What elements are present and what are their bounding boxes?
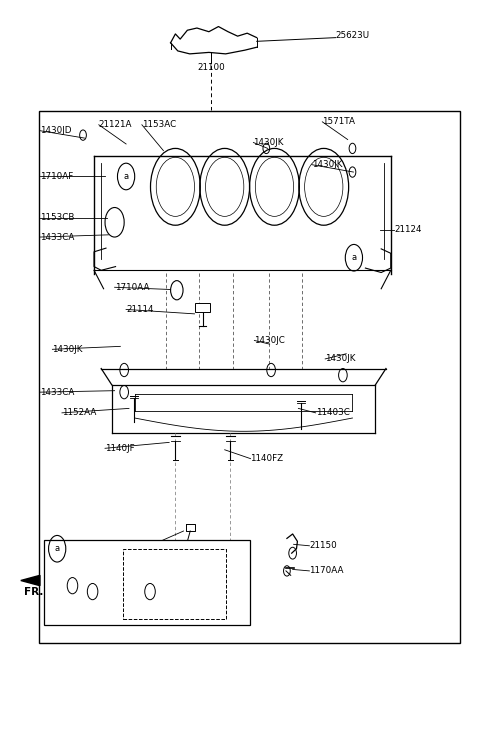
Text: 1140JF: 1140JF bbox=[105, 444, 135, 453]
Text: 1433CA: 1433CA bbox=[40, 388, 74, 397]
Bar bbox=[44, 540, 250, 625]
Text: 1153CB: 1153CB bbox=[40, 213, 74, 222]
Text: (ALT.): (ALT.) bbox=[129, 548, 151, 558]
Text: 21121A: 21121A bbox=[99, 121, 132, 130]
Text: 1430JC: 1430JC bbox=[254, 336, 285, 345]
Text: 1430JK: 1430JK bbox=[312, 160, 342, 169]
Text: 1751GI: 1751GI bbox=[69, 566, 99, 576]
Bar bbox=[195, 303, 210, 312]
Polygon shape bbox=[21, 575, 40, 585]
Text: a: a bbox=[351, 253, 357, 262]
Text: 1430JD: 1430JD bbox=[40, 127, 72, 135]
Text: 1430JK: 1430JK bbox=[325, 354, 356, 363]
Text: 1170AA: 1170AA bbox=[310, 566, 344, 576]
Text: a: a bbox=[55, 544, 60, 554]
Text: 1140HG: 1140HG bbox=[150, 541, 186, 551]
Text: FR.: FR. bbox=[24, 587, 43, 596]
Text: 21150: 21150 bbox=[310, 541, 337, 551]
Text: 21100: 21100 bbox=[197, 63, 225, 72]
Text: 1153AC: 1153AC bbox=[142, 121, 176, 130]
Text: 1430JK: 1430JK bbox=[253, 138, 284, 147]
Text: a: a bbox=[123, 172, 129, 181]
Text: 1433CA: 1433CA bbox=[40, 232, 74, 241]
Text: 1430JK: 1430JK bbox=[52, 345, 83, 354]
Text: 1571TA: 1571TA bbox=[323, 118, 355, 127]
Text: 21133: 21133 bbox=[52, 557, 79, 567]
Text: 1710AF: 1710AF bbox=[40, 172, 73, 181]
Text: 11403C: 11403C bbox=[316, 408, 349, 417]
Text: 1140FZ: 1140FZ bbox=[251, 454, 284, 463]
Text: 21124: 21124 bbox=[394, 225, 421, 234]
Text: 1152AA: 1152AA bbox=[62, 408, 96, 417]
Bar bbox=[39, 112, 460, 643]
Bar bbox=[123, 549, 226, 619]
Text: 21114: 21114 bbox=[126, 305, 154, 314]
Text: 21314A: 21314A bbox=[131, 559, 163, 568]
Text: 1710AA: 1710AA bbox=[115, 283, 149, 292]
Text: 25623U: 25623U bbox=[336, 31, 370, 40]
